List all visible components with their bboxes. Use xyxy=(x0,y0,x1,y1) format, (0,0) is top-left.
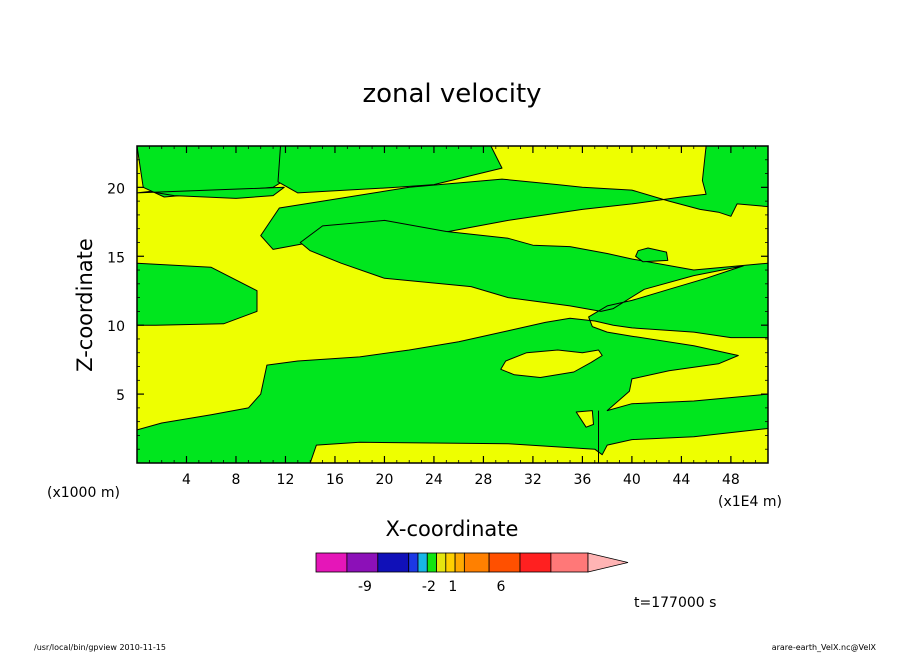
footer-right: arare-earth_VelX.nc@VelX xyxy=(772,643,877,652)
colorbar-label: 1 xyxy=(448,579,457,595)
colorbar-segment-1 xyxy=(346,552,379,573)
y-axis-label: Z-coordinate xyxy=(73,238,97,372)
footer-left: /usr/local/bin/gpview 2010-11-15 xyxy=(34,643,166,652)
x-tick-label: 16 xyxy=(326,472,344,488)
y-tick-label: 20 xyxy=(107,181,125,197)
negative-region-6 xyxy=(635,247,669,263)
time-label: t=177000 s xyxy=(634,595,716,611)
x-tick-label: 48 xyxy=(722,472,740,488)
positive-island-1 xyxy=(575,410,594,428)
x-tick-label: 44 xyxy=(672,472,690,488)
negative-region-1 xyxy=(277,146,503,194)
x-tick-label: 12 xyxy=(277,472,295,488)
y-tick-label: 10 xyxy=(107,319,125,335)
colorbar-arrow xyxy=(587,552,629,573)
colorbar-segment-5 xyxy=(426,552,437,573)
y-tick-label: 15 xyxy=(107,250,125,266)
colorbar-label: -2 xyxy=(422,579,436,595)
colorbar-segment-3 xyxy=(408,552,419,573)
colorbar-segment-8 xyxy=(454,552,465,573)
y-tick-label: 5 xyxy=(116,388,125,404)
x-tick-label: 40 xyxy=(623,472,641,488)
plot-frame xyxy=(136,145,769,464)
colorbar-segment-4 xyxy=(417,552,428,573)
x-axis-label: X-coordinate xyxy=(386,517,519,541)
colorbar-segment-6 xyxy=(436,552,447,573)
x-unit-left: (x1000 m) xyxy=(47,485,120,501)
colorbar-label: -9 xyxy=(358,579,372,595)
positive-island-0 xyxy=(500,349,603,378)
x-tick-label: 4 xyxy=(182,472,191,488)
x-tick-label: 24 xyxy=(425,472,443,488)
x-unit-right: (x1E4 m) xyxy=(718,494,782,510)
colorbar-segment-12 xyxy=(550,552,589,573)
colorbar: -9 -2 1 6 xyxy=(315,552,629,595)
x-tick-label: 28 xyxy=(475,472,493,488)
chart-title: zonal velocity xyxy=(362,79,541,109)
colorbar-segment-9 xyxy=(463,552,490,573)
colorbar-segment-11 xyxy=(519,552,552,573)
colorbar-segment-10 xyxy=(488,552,521,573)
negative-region-5 xyxy=(137,219,768,463)
x-tick-label: 8 xyxy=(232,472,241,488)
colorbar-segment-7 xyxy=(445,552,456,573)
x-tick-label: 36 xyxy=(573,472,591,488)
colorbar-segment-2 xyxy=(377,552,410,573)
x-tick-label: 32 xyxy=(524,472,542,488)
negative-region-2 xyxy=(137,186,285,199)
colorbar-label: 6 xyxy=(496,579,505,595)
x-tick-label: 20 xyxy=(376,472,394,488)
colorbar-segment-0 xyxy=(315,552,348,573)
